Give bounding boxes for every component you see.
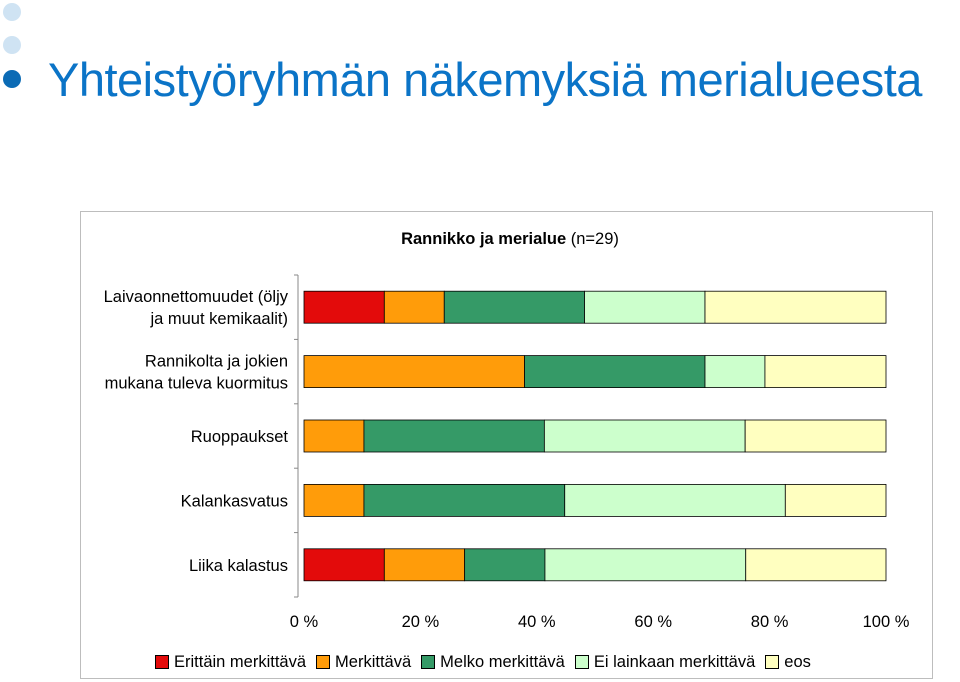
bar-segment: [443, 290, 585, 324]
category-label: ja muut kemikaalit): [149, 310, 288, 328]
bar-segment: [303, 483, 365, 517]
bullet-dot: [3, 3, 21, 21]
x-tick-label: 20 %: [402, 613, 440, 631]
bar-segment: [564, 483, 786, 517]
legend-swatch: [765, 655, 780, 669]
legend-label: eos: [784, 652, 811, 671]
bar-segment: [303, 548, 385, 582]
legend-swatch: [316, 655, 331, 669]
legend-item: Erittäin merkittävä: [155, 653, 306, 672]
bar-segment: [584, 290, 706, 324]
legend-item: eos: [765, 653, 811, 672]
category-label: mukana tuleva kuormitus: [105, 375, 288, 393]
legend-label: Erittäin merkittävä: [174, 652, 307, 671]
bar-segment: [363, 419, 545, 453]
legend-label: Melko merkittävä: [440, 652, 565, 671]
bar-segment: [544, 548, 747, 582]
legend-label: Merkittävä: [335, 652, 412, 671]
bar-segment: [363, 483, 566, 517]
category-label: Liika kalastus: [189, 557, 288, 575]
legend-swatch: [155, 655, 169, 669]
chart-legend: Erittäin merkittävä Merkittävä Melko merki…: [155, 650, 821, 674]
category-label: Ruoppaukset: [191, 428, 289, 446]
page-title: Yhteistyöryhmän näkemyksiä merialueesta: [48, 53, 922, 106]
bar-segment: [524, 355, 706, 389]
legend-item: Melko merkittävä: [421, 653, 565, 672]
bar-segment: [303, 355, 525, 389]
bar-segment: [744, 419, 887, 453]
x-tick-label: 40 %: [518, 613, 556, 631]
x-tick-label: 100 %: [863, 613, 910, 631]
legend-label: Ei lainkaan merkittävä: [593, 652, 756, 671]
bar-segment: [383, 548, 466, 582]
x-tick-label: 60 %: [634, 613, 672, 631]
x-tick-label: 80 %: [751, 613, 789, 631]
chart-title-bold: Rannikko ja merialue: [401, 230, 571, 248]
x-tick-label: 0 %: [290, 613, 319, 631]
bar-segment: [464, 548, 546, 582]
bar-segment: [303, 290, 385, 324]
category-label: Laivaonnettomuudet (öljy: [104, 288, 289, 306]
category-label: Rannikolta ja jokien: [145, 353, 288, 371]
legend-item: Ei lainkaan merkittävä: [574, 652, 756, 672]
bullet-dot: [3, 70, 21, 88]
category-label: Kalankasvatus: [181, 492, 288, 510]
bar-segment: [303, 419, 365, 453]
legend-swatch: [421, 655, 436, 669]
legend-swatch: [574, 655, 589, 669]
bar-segment: [543, 419, 746, 453]
bar-segment: [704, 290, 887, 324]
bar-segment: [383, 290, 445, 324]
legend-item: Merkittävä: [316, 653, 411, 672]
chart-title: Rannikko ja merialue (n=29): [401, 230, 619, 248]
bar-segment: [704, 355, 766, 389]
bar-segment: [784, 483, 887, 517]
bar-segment: [745, 548, 887, 582]
chart-title-rest: (n=29): [571, 230, 619, 248]
bullet-dot: [3, 36, 21, 54]
bar-segment: [764, 355, 887, 389]
